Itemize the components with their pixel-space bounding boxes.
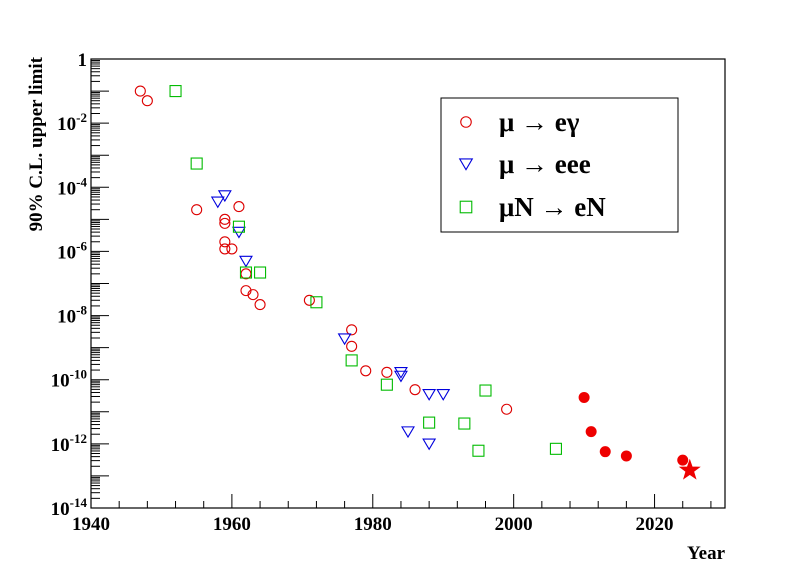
- legend-marker: [460, 116, 472, 128]
- data-point: [345, 354, 358, 367]
- legend-label: μN → eN: [499, 192, 606, 222]
- data-point: [393, 370, 408, 383]
- data-point: [219, 236, 231, 248]
- y-tick-label: 10-10: [51, 367, 87, 392]
- data-point: [233, 201, 245, 213]
- y-tick-label: 10-2: [57, 110, 87, 135]
- data-point: [458, 417, 471, 430]
- data-point: [360, 365, 372, 377]
- data-point: [219, 243, 231, 255]
- data-point: [254, 266, 267, 279]
- legend-label: μ → eγ: [499, 107, 580, 137]
- y-tick-label: 10-6: [57, 238, 87, 263]
- data-point: [226, 243, 238, 255]
- data-point: [210, 196, 225, 209]
- data-point: [337, 333, 352, 346]
- y-tick-label: 1: [78, 50, 88, 71]
- data-point: [380, 378, 393, 391]
- data-point: [232, 220, 245, 233]
- data-point: [678, 458, 701, 480]
- data-point: [549, 442, 562, 455]
- data-points: [134, 85, 701, 480]
- data-point: [585, 426, 597, 438]
- data-point: [134, 85, 146, 97]
- data-point: [620, 450, 632, 462]
- data-point: [254, 299, 266, 311]
- y-axis: 1 10-2 10-4 10-6 10-8 10-10 10-12 10-14: [51, 50, 109, 520]
- data-point: [422, 438, 437, 451]
- data-point: [599, 446, 611, 458]
- y-tick-label: 10-12: [51, 431, 87, 456]
- data-point: [393, 366, 408, 379]
- data-point: [422, 388, 437, 401]
- y-tick-label: 10-14: [51, 495, 88, 520]
- data-point: [239, 266, 253, 279]
- data-point: [381, 366, 393, 378]
- data-point: [190, 157, 203, 170]
- legend-marker: [459, 200, 473, 214]
- data-point: [409, 384, 421, 396]
- data-point: [501, 403, 513, 415]
- legend-marker: [458, 158, 474, 171]
- x-tick-label: 1940: [72, 514, 110, 535]
- data-point: [479, 384, 492, 397]
- data-point: [346, 340, 358, 352]
- data-point: [169, 85, 182, 98]
- data-point: [217, 190, 232, 203]
- x-tick-label: 2000: [495, 514, 533, 535]
- data-point: [219, 217, 231, 229]
- data-point: [401, 426, 415, 439]
- data-point: [240, 268, 252, 280]
- data-point: [472, 444, 485, 457]
- data-point: [578, 391, 590, 403]
- data-point: [141, 95, 153, 107]
- data-point: [303, 294, 315, 306]
- data-point: [436, 388, 451, 401]
- x-tick-label: 1980: [354, 514, 392, 535]
- data-point: [239, 255, 253, 268]
- data-point: [247, 289, 259, 301]
- data-point: [346, 324, 358, 336]
- y-axis-title: 90% C.L. upper limit: [26, 56, 47, 231]
- data-point: [310, 296, 323, 309]
- legend: μ → eγ μ → eee μN → eN: [440, 97, 679, 233]
- data-point: [677, 454, 689, 466]
- x-tick-label: 1960: [213, 514, 251, 535]
- y-tick-label: 10-4: [57, 174, 87, 199]
- x-axis-title: Year: [687, 543, 726, 564]
- x-tick-label: 2020: [636, 514, 674, 535]
- x-axis: 1940 1960 1980 2000 2020: [72, 494, 712, 535]
- data-point: [423, 416, 436, 429]
- legend-box: [440, 97, 679, 233]
- data-point: [219, 213, 231, 225]
- legend-label: μ → eee: [499, 149, 591, 179]
- data-point: [191, 204, 203, 216]
- y-tick-label: 10-8: [57, 303, 87, 328]
